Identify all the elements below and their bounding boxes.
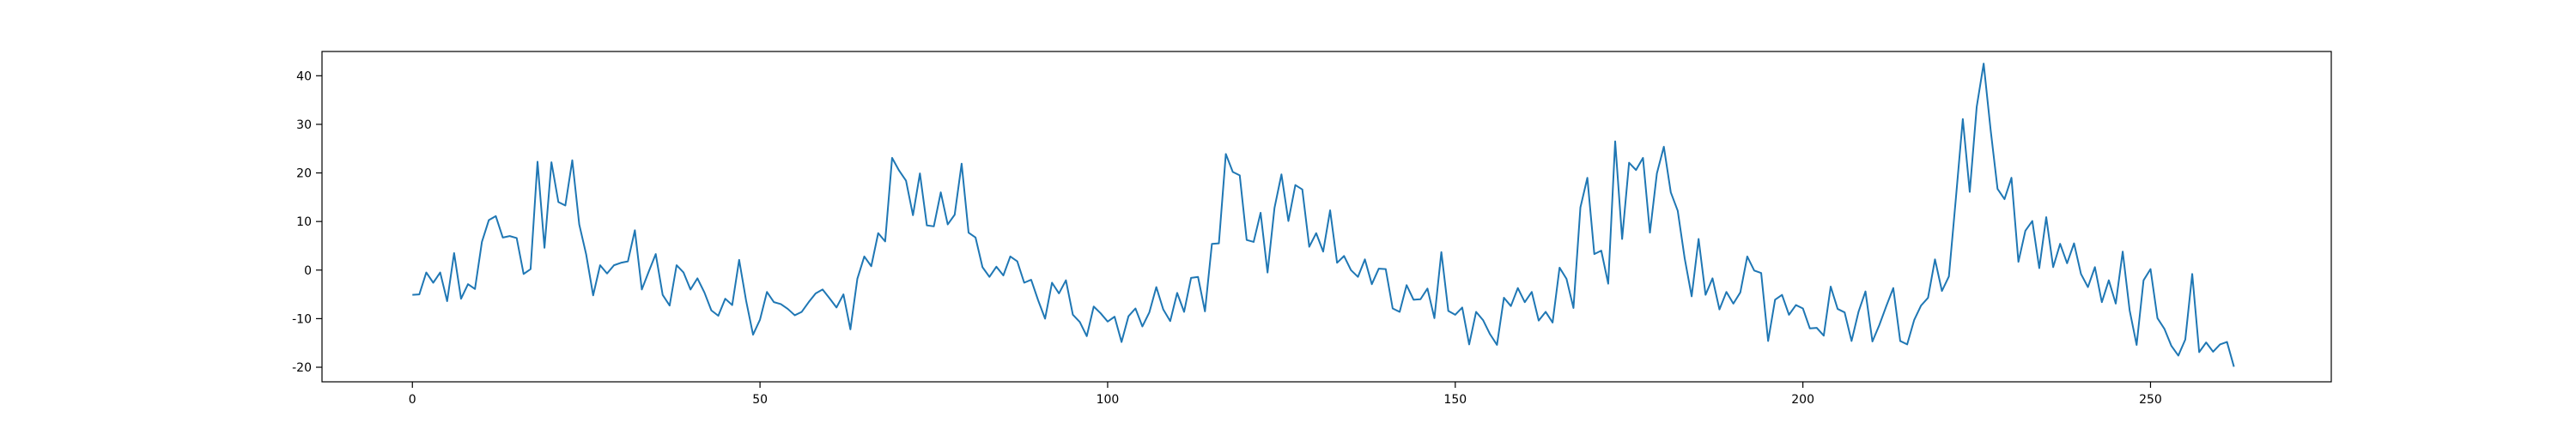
y-tick-label: 0: [304, 264, 312, 278]
x-tick-label: 100: [1097, 393, 1120, 407]
y-tick-label: 20: [296, 167, 312, 181]
y-tick-label: -20: [292, 361, 312, 375]
x-tick-label: 250: [2139, 393, 2162, 407]
axes-frame: [321, 51, 2332, 383]
x-tick-label: 200: [1791, 393, 1814, 407]
series-line: [412, 63, 2235, 367]
x-tick-label: 0: [409, 393, 416, 407]
y-tick-label: 10: [296, 215, 312, 229]
x-tick-label: 150: [1443, 393, 1467, 407]
y-tick-label: -10: [292, 312, 312, 326]
y-tick-label: 40: [296, 69, 312, 83]
y-tick-label: 30: [296, 118, 312, 132]
x-tick-label: 50: [752, 393, 768, 407]
ticks-layer: 0 50 100 150 200 250 -20 -10 0 10 20 30 40: [292, 69, 2162, 407]
